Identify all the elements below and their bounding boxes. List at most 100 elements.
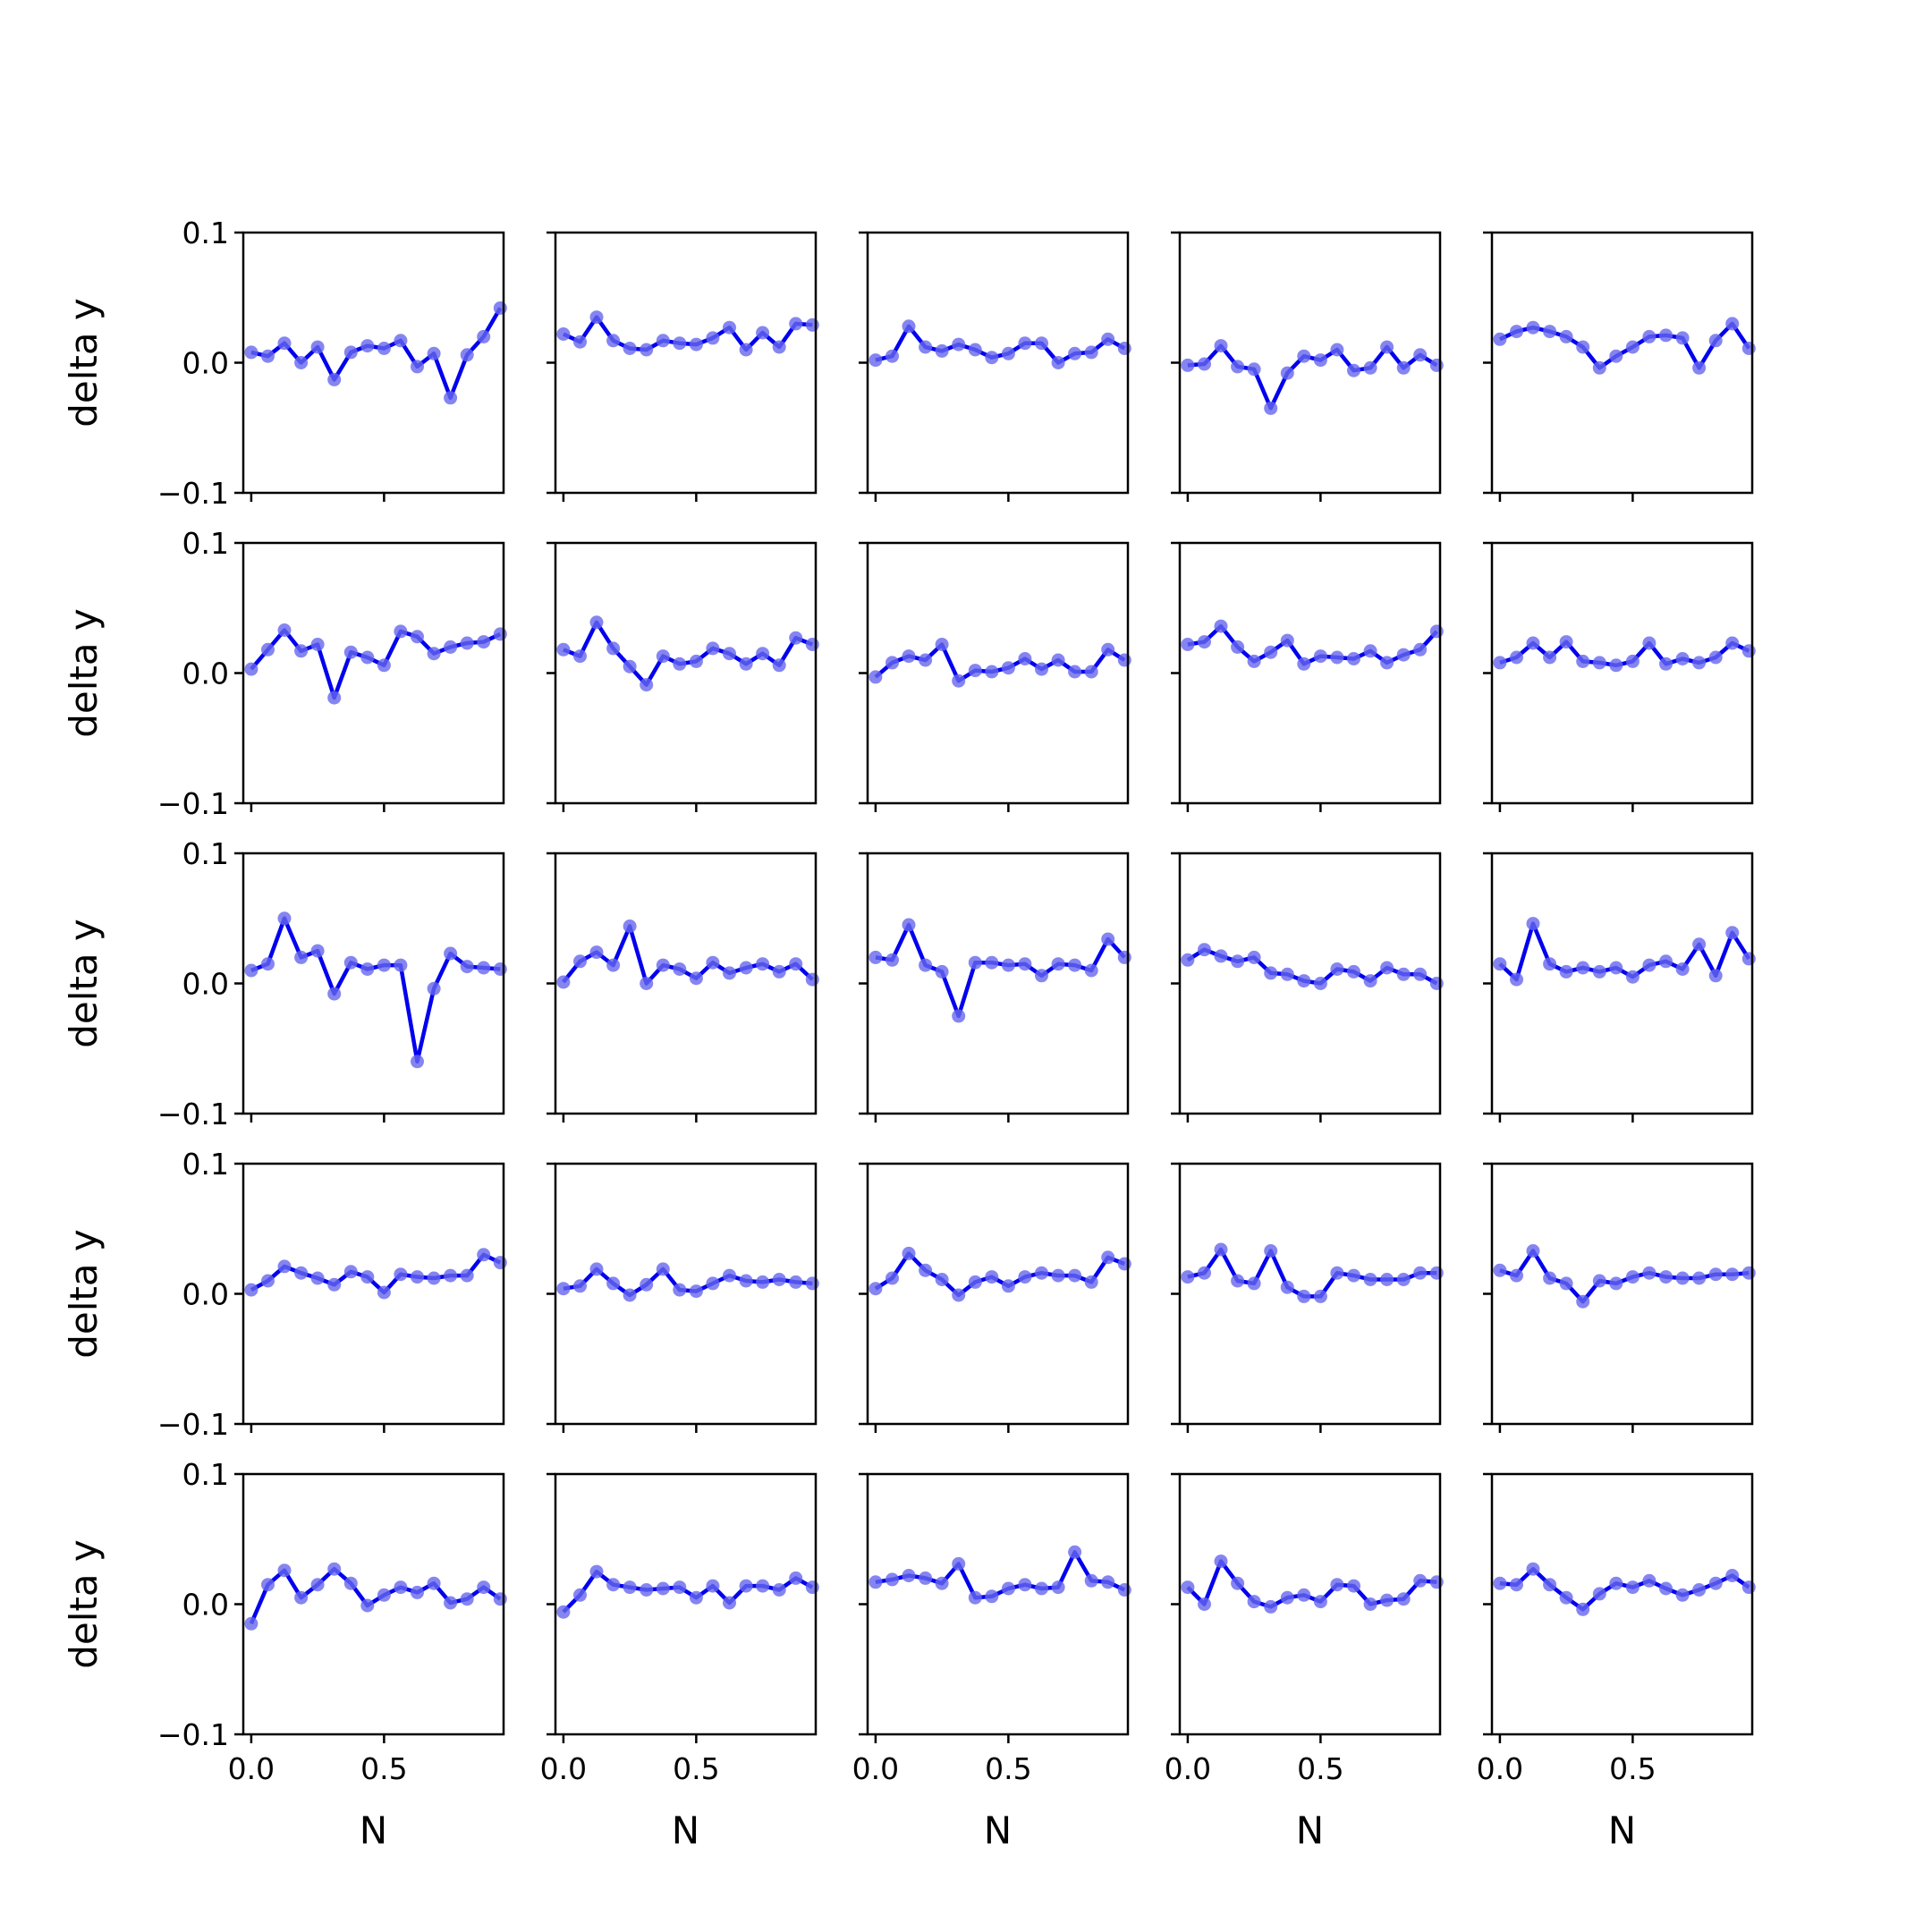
- data-point: [1001, 346, 1015, 360]
- data-point: [394, 624, 408, 639]
- subplot-r2-c0: −0.1 0.0 0.1 delta y: [62, 836, 507, 1131]
- data-point: [1642, 1573, 1657, 1588]
- data-point: [919, 958, 933, 972]
- data-point: [573, 335, 587, 349]
- y-tick-label: −0.1: [157, 1097, 229, 1131]
- data-point: [1429, 358, 1444, 372]
- data-point: [444, 391, 458, 405]
- series-line: [250, 916, 501, 1064]
- data-point: [919, 1571, 933, 1585]
- data-point: [1576, 961, 1590, 975]
- y-tick-label: 0.0: [182, 346, 229, 381]
- data-point: [377, 958, 391, 972]
- data-point: [869, 950, 883, 964]
- data-point: [261, 957, 275, 971]
- data-point: [277, 336, 292, 351]
- data-point: [902, 1246, 916, 1260]
- y-tick-label: 0.1: [182, 836, 229, 871]
- data-point: [723, 320, 736, 335]
- data-point: [1526, 1244, 1540, 1258]
- data-point: [1198, 1597, 1211, 1611]
- data-point: [1413, 642, 1428, 657]
- data-point: [1396, 648, 1411, 662]
- data-point: [343, 345, 358, 360]
- data-point: [460, 636, 474, 650]
- data-point: [756, 1275, 770, 1289]
- data-point: [1625, 1270, 1640, 1284]
- data-point: [244, 1283, 258, 1297]
- data-point: [1297, 974, 1311, 988]
- data-point: [1526, 1562, 1540, 1576]
- data-point: [1659, 954, 1673, 969]
- data-point: [606, 958, 621, 972]
- data-point: [1035, 969, 1048, 983]
- data-point: [706, 1276, 720, 1291]
- data-point: [310, 638, 325, 651]
- series-line: [250, 307, 503, 401]
- data-point: [277, 1563, 292, 1578]
- data-point: [1084, 1275, 1098, 1289]
- data-point: [1084, 963, 1098, 978]
- data-point: [1018, 652, 1032, 665]
- subplot-r0-c4: [1483, 231, 1756, 502]
- series-line: [562, 315, 813, 352]
- data-point: [1018, 1578, 1032, 1592]
- data-point: [1493, 332, 1507, 346]
- data-point: [935, 638, 949, 651]
- data-point: [460, 1592, 474, 1606]
- data-point: [360, 1598, 375, 1613]
- x-axis-label: N: [1296, 1809, 1324, 1852]
- series-line: [1186, 947, 1438, 986]
- subplot-r4-c4: 0.0 0.5 N: [1477, 1472, 1756, 1852]
- data-point: [1543, 1578, 1557, 1592]
- data-point: [444, 640, 458, 654]
- data-point: [640, 977, 654, 990]
- y-tick-label: 0.1: [182, 1147, 229, 1182]
- data-point: [1084, 345, 1098, 360]
- data-point: [640, 678, 654, 692]
- data-point: [919, 1263, 933, 1277]
- data-point: [1380, 1593, 1394, 1607]
- data-point: [556, 327, 571, 341]
- data-point: [1559, 964, 1573, 979]
- data-point: [985, 1589, 999, 1604]
- data-point: [294, 1266, 309, 1280]
- data-point: [277, 911, 292, 926]
- data-point: [493, 1592, 507, 1606]
- data-point: [1642, 329, 1657, 343]
- data-point: [1380, 340, 1394, 354]
- data-point: [1675, 962, 1690, 976]
- data-point: [1101, 932, 1115, 946]
- data-point: [1510, 325, 1523, 339]
- data-point: [1280, 1280, 1294, 1294]
- data-point: [1051, 1268, 1065, 1283]
- data-point: [623, 1288, 637, 1302]
- data-point: [477, 1248, 491, 1262]
- subplot-r4-c1: 0.0 0.5 N: [540, 1472, 819, 1852]
- subplot-r0-c0: −0.1 0.0 0.1 delta y: [62, 216, 507, 511]
- data-point: [952, 1288, 966, 1302]
- subplot-r1-c1: [547, 541, 819, 812]
- data-point: [411, 1585, 424, 1599]
- data-point: [1101, 1250, 1115, 1265]
- subplot-r1-c3: [1171, 541, 1444, 812]
- data-point: [1363, 1597, 1377, 1611]
- data-point: [1708, 334, 1723, 348]
- data-point: [1493, 1263, 1507, 1277]
- data-point: [656, 334, 670, 348]
- data-point: [1380, 656, 1394, 670]
- data-point: [1347, 652, 1360, 665]
- data-point: [327, 372, 342, 386]
- data-point: [1625, 654, 1640, 668]
- data-point: [394, 334, 408, 348]
- data-point: [1363, 1273, 1377, 1286]
- data-point: [789, 317, 803, 331]
- x-tick-label: 0.5: [985, 1751, 1031, 1786]
- data-point: [1330, 1578, 1344, 1592]
- data-point: [1347, 964, 1360, 979]
- data-point: [985, 955, 999, 970]
- data-point: [1741, 1580, 1756, 1595]
- data-point: [1675, 331, 1690, 345]
- data-point: [1625, 340, 1640, 354]
